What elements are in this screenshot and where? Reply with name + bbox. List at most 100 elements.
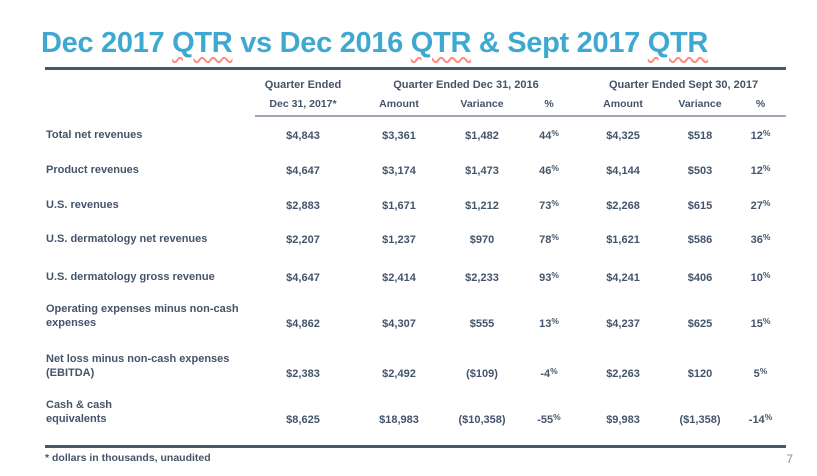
- table-row-product-revenues: Product revenues $4,647 $3,174 $1,473 46…: [45, 152, 786, 187]
- percent-value: 27: [750, 199, 763, 212]
- cell-dec2017: $2,883: [286, 199, 320, 212]
- percent-value: 44: [539, 129, 552, 142]
- cell-2016-variance: $1,473: [465, 164, 499, 177]
- cell-dec2017: $4,862: [286, 317, 320, 330]
- percent-value: -55: [537, 413, 554, 426]
- percent-value: 10: [750, 271, 763, 284]
- percent-value: 93: [539, 271, 552, 284]
- header-sept2017-amount: Amount: [581, 92, 666, 117]
- cell-sept2017-amount: $4,144: [606, 164, 640, 177]
- cell-dec2017: $4,647: [286, 271, 320, 284]
- cell-sept2017-variance: $503: [687, 164, 713, 177]
- cell-sept2017-amount: $4,325: [606, 129, 640, 142]
- cell-sept2017-variance: $406: [687, 271, 713, 284]
- cell-sept2017-percent: 10%: [735, 256, 786, 294]
- title-segment-misspelled: QTR: [172, 27, 233, 60]
- cell-sept2017-variance: $586: [687, 233, 713, 246]
- percent-sign: %: [551, 231, 559, 242]
- cell-2016-amount: $2,414: [382, 271, 416, 284]
- table-bottom-spacer: [45, 436, 786, 447]
- cell-2016-amount: $1,671: [382, 199, 416, 212]
- cell-sept2017-percent: 5%: [735, 340, 786, 390]
- cell-2016-percent: 73%: [517, 187, 581, 222]
- percent-sign: %: [551, 269, 559, 280]
- slide-title: Dec 2017 QTR vs Dec 2016 QTR & Sept 2017…: [41, 27, 708, 60]
- table-row-us-dermatology-net-revenues: U.S. dermatology net revenues $2,207 $1,…: [45, 222, 786, 256]
- percent-sign: %: [762, 269, 771, 280]
- cell-2016-variance: $1,482: [465, 129, 499, 142]
- cell-2016-amount: $1,237: [382, 233, 416, 246]
- cell-2016-amount: $3,174: [382, 164, 416, 177]
- cell-dec2017: $4,647: [286, 164, 320, 177]
- cell-sept2017-percent: -14%: [735, 390, 786, 436]
- cell-sept2017-variance: $625: [687, 317, 713, 330]
- cell-sept2017-amount: $4,241: [606, 271, 640, 284]
- row-label: U.S. dermatology gross revenue: [46, 270, 215, 283]
- cell-2016-amount: $4,307: [382, 317, 416, 330]
- row-label: U.S. dermatology net revenues: [46, 232, 208, 245]
- cell-2016-variance: $2,233: [465, 271, 499, 284]
- cell-dec2017: $2,383: [286, 367, 320, 380]
- cell-2016-variance: $970: [469, 233, 495, 246]
- percent-value: 15: [750, 317, 763, 330]
- row-label: U.S. revenues: [46, 198, 119, 211]
- cell-sept2017-amount: $9,983: [606, 413, 640, 426]
- row-label: Operating expenses minus non-cash expens…: [46, 302, 239, 329]
- cell-sept2017-percent: 36%: [735, 222, 786, 256]
- row-label: Total net revenues: [46, 128, 143, 141]
- cell-2016-percent: 13%: [517, 294, 581, 340]
- percent-sign: %: [759, 365, 768, 376]
- percent-value: 46: [539, 164, 552, 177]
- row-label: Product revenues: [46, 163, 139, 176]
- cell-dec2017: $4,843: [286, 129, 320, 142]
- cell-sept2017-percent: 27%: [735, 187, 786, 222]
- header-sept2017-percent: %: [735, 92, 787, 117]
- percent-value: -4: [540, 367, 551, 380]
- table-row-us-revenues: U.S. revenues $2,883 $1,671 $1,212 73% $…: [45, 187, 786, 222]
- cell-2016-percent: 93%: [517, 256, 581, 294]
- percent-sign: %: [551, 197, 559, 208]
- title-segment: Dec 2017: [41, 27, 173, 60]
- header-empty: [45, 69, 255, 93]
- row-label: Cash & cash equivalents: [46, 398, 113, 425]
- cell-dec2017: $2,207: [286, 233, 320, 246]
- percent-sign: %: [550, 365, 558, 376]
- title-segment: vs Dec 2016: [232, 27, 411, 60]
- cell-2016-percent: 78%: [517, 222, 581, 256]
- percent-sign: %: [762, 231, 771, 242]
- table-row-net-loss-ebitda: Net loss minus non-cash expenses (EBITDA…: [45, 340, 786, 390]
- percent-sign: %: [762, 127, 771, 138]
- cell-sept2017-variance: $518: [687, 129, 713, 142]
- percent-value: 78: [539, 233, 552, 246]
- cell-2016-percent: 46%: [517, 152, 581, 187]
- table-row-cash-equivalents: Cash & cash equivalents $8,625 $18,983 (…: [45, 390, 786, 436]
- cell-sept2017-variance: ($1,358): [679, 413, 721, 426]
- cell-2016-amount: $2,492: [382, 367, 416, 380]
- cell-sept2017-variance: $120: [687, 367, 713, 380]
- percent-sign: %: [551, 315, 559, 326]
- cell-dec2017: $8,625: [286, 413, 320, 426]
- cell-2016-percent: 44%: [517, 116, 581, 152]
- header-group-row: Quarter Ended Quarter Ended Dec 31, 2016…: [45, 69, 786, 93]
- table-row-operating-expenses: Operating expenses minus non-cash expens…: [45, 294, 786, 340]
- header-2016-amount: Amount: [351, 92, 447, 117]
- percent-value: 5: [753, 367, 760, 380]
- cell-sept2017-variance: $615: [687, 199, 713, 212]
- footnote: * dollars in thousands, unaudited: [45, 452, 211, 464]
- percent-sign: %: [762, 197, 771, 208]
- cell-sept2017-percent: 12%: [735, 116, 786, 152]
- percent-value: 13: [539, 317, 552, 330]
- percent-value: -14: [748, 413, 765, 426]
- percent-sign: %: [764, 411, 773, 422]
- percent-sign: %: [551, 127, 559, 138]
- cell-2016-variance: ($109): [466, 367, 498, 380]
- header-2016-variance: Variance: [447, 92, 517, 117]
- table-row-us-dermatology-gross-revenue: U.S. dermatology gross revenue $4,647 $2…: [45, 256, 786, 294]
- cell-2016-amount: $18,983: [379, 413, 419, 426]
- header-group-dec2016: Quarter Ended Dec 31, 2016: [393, 78, 539, 91]
- percent-value: 12: [750, 129, 763, 142]
- cell-sept2017-amount: $2,268: [606, 199, 640, 212]
- percent-sign: %: [762, 315, 771, 326]
- cell-sept2017-amount: $4,237: [606, 317, 640, 330]
